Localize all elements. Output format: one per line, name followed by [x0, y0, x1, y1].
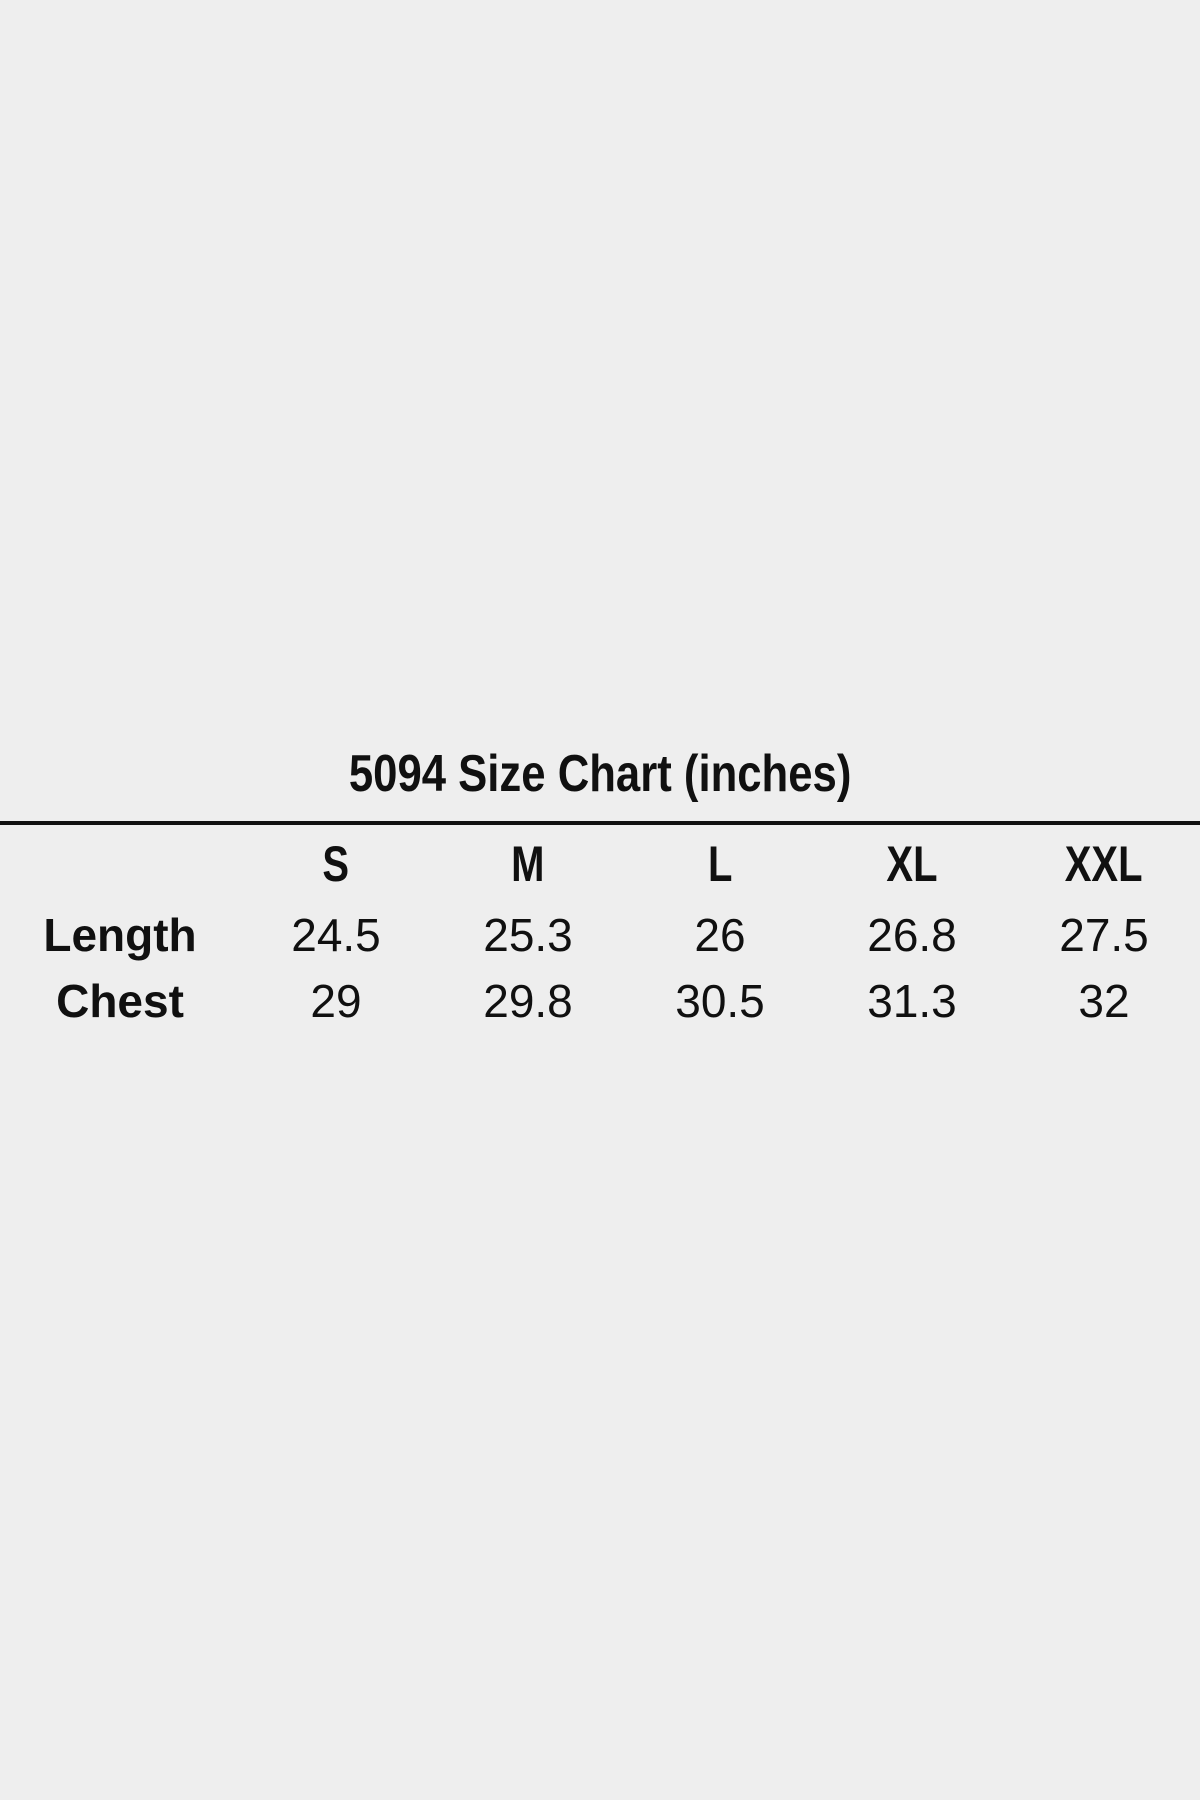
chest-value-l: 30.5: [675, 975, 765, 1027]
column-header-xxl: XXL: [1008, 826, 1200, 902]
length-value-l: 26: [694, 909, 746, 961]
column-header-s: S: [240, 826, 432, 902]
length-value-xxl: 27.5: [1059, 909, 1149, 961]
column-header-l-text: L: [707, 836, 733, 892]
table-row-length: Length 24.5 25.3 26 26.8 27.5: [0, 902, 1200, 968]
column-header-m-text: M: [511, 836, 545, 892]
table-row-chest: Chest 29 29.8 30.5 31.3 32: [0, 968, 1200, 1034]
title-divider-rule: [0, 821, 1200, 825]
column-header-s-text: S: [322, 836, 350, 892]
length-value-s: 24.5: [291, 909, 381, 961]
size-chart-title-text: 5094 Size Chart (inches): [348, 745, 852, 803]
row-label-chest: Chest: [56, 975, 184, 1027]
size-chart-table: S M L XL XXL Length 24.5 25.3: [0, 826, 1200, 1034]
column-header-l: L: [624, 826, 816, 902]
chest-value-s: 29: [310, 975, 362, 1027]
length-value-xl: 26.8: [867, 909, 957, 961]
length-value-m: 25.3: [483, 909, 573, 961]
size-header-row: S M L XL XXL: [0, 826, 1200, 902]
chest-value-m: 29.8: [483, 975, 573, 1027]
chest-value-xl: 31.3: [867, 975, 957, 1027]
column-header-m: M: [432, 826, 624, 902]
chest-value-xxl: 32: [1078, 975, 1130, 1027]
column-header-xl-text: XL: [886, 836, 938, 892]
size-chart-title: 5094 Size Chart (inches): [0, 744, 1200, 804]
row-label-length: Length: [43, 909, 197, 961]
corner-cell: [0, 826, 240, 902]
column-header-xl: XL: [816, 826, 1008, 902]
column-header-xxl-text: XXL: [1065, 836, 1143, 892]
